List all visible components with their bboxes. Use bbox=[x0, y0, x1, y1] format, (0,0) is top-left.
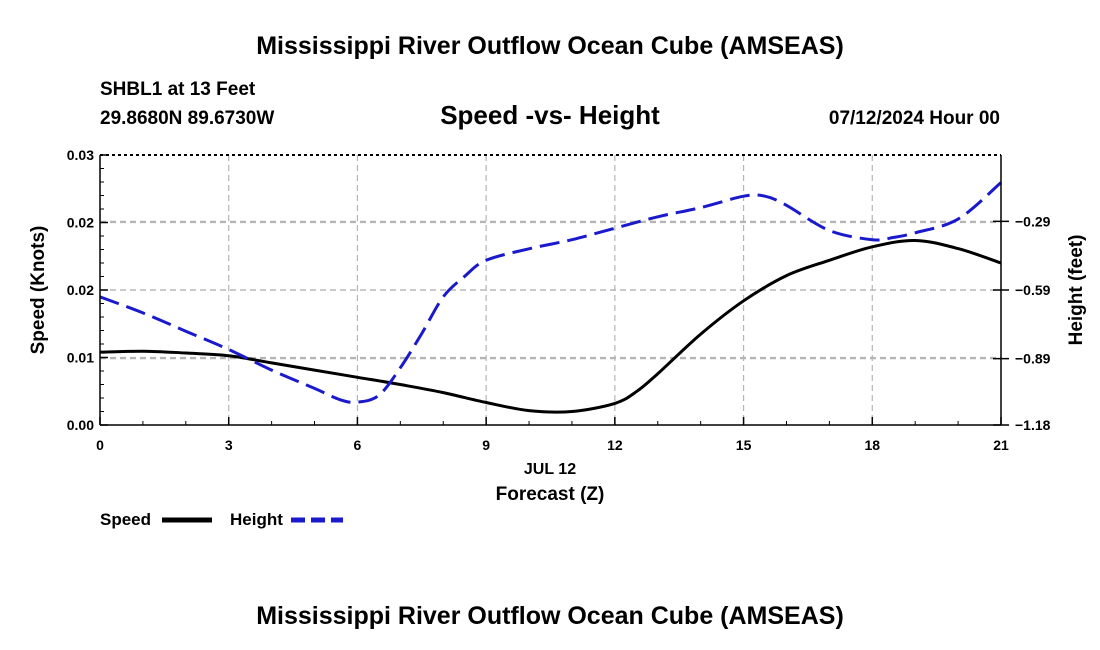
x-tick-label: 3 bbox=[225, 437, 233, 453]
page-title: Mississippi River Outflow Ocean Cube (AM… bbox=[256, 32, 844, 60]
y-left-tick-label: 0.00 bbox=[67, 417, 94, 433]
x-tick-label: 12 bbox=[607, 437, 623, 453]
x-tick-label: 15 bbox=[736, 437, 752, 453]
y-right-tick-label: −0.59 bbox=[1015, 282, 1051, 298]
grid bbox=[100, 155, 1001, 425]
footer-title: Mississippi River Outflow Ocean Cube (AM… bbox=[256, 602, 844, 630]
tick-layer: 0 3 6 9 12 15 18 21 0.00 0.01 0.02 0.02 0.03 −1.18 −0.… bbox=[67, 147, 1051, 453]
x-tick-label: 21 bbox=[993, 437, 1009, 453]
x-axis-date: JUL 12 bbox=[524, 461, 576, 478]
legend-speed-label: Speed bbox=[100, 510, 151, 529]
y-axis-left-label: Speed (Knots) bbox=[28, 226, 49, 355]
y-left-tick-label: 0.01 bbox=[67, 350, 94, 366]
station-label: SHBL1 at 13 Feet bbox=[100, 79, 256, 100]
series-layer bbox=[99, 181, 1002, 414]
series-speed-line bbox=[99, 238, 1002, 414]
y-axis-right-label: Height (feet) bbox=[1066, 235, 1087, 346]
y-left-tick-label: 0.02 bbox=[67, 215, 94, 231]
series-height-line bbox=[99, 181, 1002, 404]
plot-frame bbox=[99, 154, 1009, 426]
y-right-tick-label: −0.29 bbox=[1015, 213, 1051, 229]
y-right-tick-label: −1.18 bbox=[1015, 417, 1051, 433]
chart-title: Speed -vs- Height bbox=[440, 100, 660, 130]
x-tick-label: 6 bbox=[354, 437, 362, 453]
x-tick-label: 9 bbox=[482, 437, 490, 453]
coords-label: 29.8680N 89.6730W bbox=[100, 108, 274, 129]
legend-height-label: Height bbox=[230, 510, 283, 529]
date-label: 07/12/2024 Hour 00 bbox=[829, 108, 1000, 129]
x-tick-label: 0 bbox=[96, 437, 104, 453]
y-left-tick-label: 0.03 bbox=[67, 147, 94, 163]
y-right-tick-label: −0.89 bbox=[1015, 351, 1051, 367]
x-axis-label: Forecast (Z) bbox=[496, 484, 605, 505]
y-left-tick-label: 0.02 bbox=[67, 282, 94, 298]
legend: Speed Height bbox=[100, 510, 343, 529]
x-tick-label: 18 bbox=[864, 437, 880, 453]
